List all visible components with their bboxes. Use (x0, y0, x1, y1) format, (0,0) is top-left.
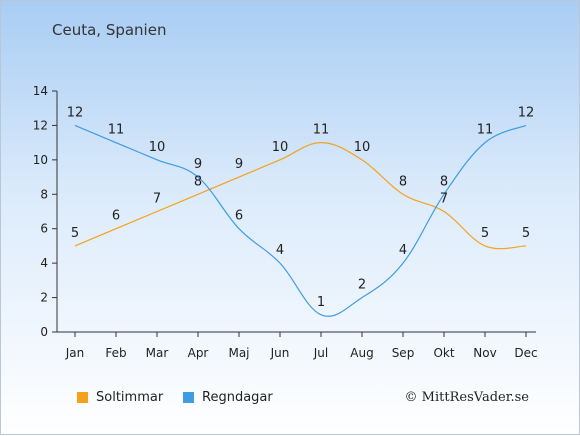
data-label-soltimmar: 5 (71, 226, 79, 241)
y-tick-label: 14 (33, 84, 48, 98)
data-label-soltimmar: 5 (522, 226, 530, 241)
data-label-soltimmar: 10 (354, 140, 371, 155)
data-label-regndagar: 11 (477, 123, 494, 138)
y-tick-label: 4 (40, 256, 48, 270)
x-tick-label: Nov (473, 346, 496, 360)
data-label-regndagar: 9 (194, 157, 202, 172)
x-tick-label: Aug (350, 346, 373, 360)
data-label-soltimmar: 7 (440, 192, 448, 207)
legend-item-regndagar: Regndagar (183, 390, 273, 405)
data-label-regndagar: 4 (399, 243, 407, 258)
data-label-soltimmar: 10 (272, 140, 289, 155)
y-tick-label: 2 (40, 291, 48, 305)
legend-label-regndagar: Regndagar (202, 390, 273, 405)
data-label-soltimmar: 11 (313, 123, 330, 138)
series-lines (74, 124, 527, 317)
data-label-regndagar: 1 (317, 295, 325, 310)
data-label-regndagar: 11 (108, 123, 125, 138)
x-tick-label: Jan (65, 346, 85, 360)
x-tick-label: Dec (514, 346, 537, 360)
data-label-soltimmar: 5 (481, 226, 489, 241)
data-label-soltimmar: 6 (112, 209, 120, 224)
x-tick-label: Jun (270, 346, 290, 360)
y-tick-label: 6 (40, 222, 48, 236)
data-label-regndagar: 12 (67, 105, 84, 120)
legend-swatch-regndagar (183, 392, 194, 403)
y-tick-label: 12 (33, 118, 48, 132)
legend-item-soltimmar: Soltimmar (77, 390, 163, 405)
x-tick-label: Mar (146, 346, 169, 360)
data-label-regndagar: 4 (276, 243, 284, 258)
x-tick-label: Maj (228, 346, 249, 360)
series-line-regndagar (74, 124, 527, 317)
data-label-soltimmar: 9 (235, 157, 243, 172)
y-tick-label: 0 (40, 325, 48, 339)
x-tick-label: Jul (313, 346, 328, 360)
data-label-regndagar: 10 (149, 140, 166, 155)
legend-label-soltimmar: Soltimmar (96, 390, 164, 405)
data-label-regndagar: 12 (518, 105, 535, 120)
x-tick-label: Apr (188, 346, 209, 360)
data-label-regndagar: 8 (440, 174, 448, 189)
data-label-soltimmar: 8 (194, 174, 202, 189)
x-tick-label: Feb (105, 346, 126, 360)
chart-title: Ceuta, Spanien (52, 21, 167, 39)
x-tick-label: Sep (392, 346, 415, 360)
data-label-soltimmar: 7 (153, 192, 161, 207)
x-tick-label: Okt (433, 346, 454, 360)
credit-text: © MittResVader.se (404, 390, 529, 405)
y-tick-label: 8 (40, 187, 48, 201)
data-label-soltimmar: 8 (399, 174, 407, 189)
legend-swatch-soltimmar (77, 392, 88, 403)
y-tick-label: 10 (33, 153, 48, 167)
data-label-regndagar: 6 (235, 209, 243, 224)
series-line-soltimmar (74, 142, 527, 250)
data-label-regndagar: 2 (358, 278, 366, 293)
